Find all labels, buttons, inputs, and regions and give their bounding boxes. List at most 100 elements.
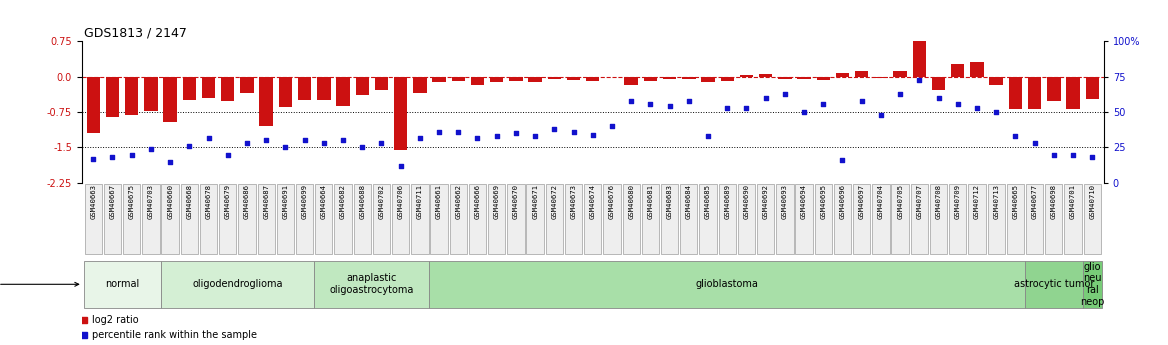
- Text: GSM40703: GSM40703: [148, 184, 154, 219]
- Point: [1083, 155, 1101, 160]
- Bar: [259, 77, 273, 126]
- Bar: [336, 77, 349, 106]
- Point: [583, 132, 603, 138]
- Point: [410, 135, 429, 140]
- Text: GSM40695: GSM40695: [820, 184, 826, 219]
- FancyBboxPatch shape: [468, 184, 486, 254]
- Text: GSM40677: GSM40677: [1031, 184, 1037, 219]
- Point: [487, 134, 506, 139]
- Bar: [528, 77, 542, 82]
- FancyBboxPatch shape: [623, 184, 640, 254]
- Text: GSM40713: GSM40713: [993, 184, 999, 219]
- FancyBboxPatch shape: [104, 184, 121, 254]
- Bar: [759, 74, 772, 77]
- Point: [526, 134, 544, 139]
- Point: [621, 98, 640, 104]
- FancyBboxPatch shape: [220, 184, 236, 254]
- Bar: [125, 77, 139, 116]
- Bar: [509, 77, 522, 80]
- Text: GSM40673: GSM40673: [570, 184, 577, 219]
- FancyBboxPatch shape: [315, 184, 333, 254]
- FancyBboxPatch shape: [334, 184, 352, 254]
- FancyBboxPatch shape: [431, 184, 447, 254]
- Bar: [86, 77, 100, 133]
- Bar: [566, 77, 580, 80]
- FancyBboxPatch shape: [738, 184, 755, 254]
- Text: GSM40670: GSM40670: [513, 184, 519, 219]
- Text: GSM40661: GSM40661: [436, 184, 442, 219]
- Text: GSM40662: GSM40662: [456, 184, 461, 219]
- Point: [698, 134, 717, 139]
- Point: [891, 91, 910, 97]
- Point: [507, 131, 526, 136]
- Text: GSM40699: GSM40699: [301, 184, 307, 219]
- Text: GSM40707: GSM40707: [917, 184, 923, 219]
- Point: [353, 145, 371, 150]
- Point: [141, 146, 160, 152]
- Bar: [413, 77, 426, 93]
- Bar: [798, 77, 811, 79]
- Point: [430, 129, 449, 135]
- Bar: [912, 35, 926, 77]
- Point: [603, 124, 621, 129]
- Text: GSM40704: GSM40704: [878, 184, 884, 219]
- Bar: [182, 77, 196, 100]
- Point: [680, 98, 698, 104]
- Bar: [1066, 77, 1079, 109]
- Text: GSM40660: GSM40660: [167, 184, 173, 219]
- FancyBboxPatch shape: [296, 184, 313, 254]
- FancyBboxPatch shape: [277, 184, 294, 254]
- Bar: [241, 77, 253, 93]
- Bar: [202, 77, 215, 98]
- FancyBboxPatch shape: [930, 184, 947, 254]
- Bar: [1028, 77, 1042, 109]
- FancyBboxPatch shape: [872, 184, 890, 254]
- Bar: [279, 77, 292, 107]
- Bar: [491, 77, 503, 82]
- Bar: [894, 71, 906, 77]
- Text: GSM40668: GSM40668: [187, 184, 193, 219]
- FancyBboxPatch shape: [392, 184, 409, 254]
- FancyBboxPatch shape: [257, 184, 274, 254]
- Point: [910, 77, 929, 82]
- Point: [718, 105, 737, 111]
- FancyBboxPatch shape: [911, 184, 929, 254]
- Bar: [471, 77, 485, 85]
- FancyBboxPatch shape: [354, 184, 371, 254]
- Point: [103, 155, 121, 160]
- Bar: [874, 77, 888, 78]
- Point: [737, 105, 756, 111]
- Bar: [701, 77, 715, 82]
- Text: disease state: disease state: [0, 279, 78, 289]
- Text: GSM40688: GSM40688: [360, 184, 366, 219]
- Bar: [644, 77, 658, 80]
- Bar: [394, 77, 408, 150]
- Bar: [855, 71, 869, 77]
- Point: [641, 101, 660, 106]
- Text: normal: normal: [105, 279, 139, 289]
- Point: [276, 145, 294, 150]
- Text: GSM40666: GSM40666: [474, 184, 480, 219]
- Point: [794, 109, 813, 115]
- Point: [161, 159, 180, 165]
- FancyBboxPatch shape: [700, 184, 717, 254]
- FancyBboxPatch shape: [1026, 184, 1043, 254]
- Point: [218, 152, 237, 157]
- Text: GSM40684: GSM40684: [686, 184, 691, 219]
- FancyBboxPatch shape: [853, 184, 870, 254]
- Bar: [816, 77, 830, 80]
- Text: GSM40665: GSM40665: [1013, 184, 1018, 219]
- FancyBboxPatch shape: [160, 261, 314, 308]
- FancyBboxPatch shape: [545, 184, 563, 254]
- Text: anaplastic
oligoastrocytoma: anaplastic oligoastrocytoma: [329, 274, 413, 295]
- Text: GSM40694: GSM40694: [801, 184, 807, 219]
- Point: [814, 101, 833, 106]
- Point: [257, 138, 276, 143]
- Text: GSM40685: GSM40685: [705, 184, 711, 219]
- Point: [123, 152, 141, 157]
- Text: GSM40672: GSM40672: [551, 184, 557, 219]
- Text: GSM40706: GSM40706: [397, 184, 404, 219]
- Point: [1044, 152, 1063, 157]
- FancyBboxPatch shape: [584, 184, 602, 254]
- Point: [1064, 152, 1083, 157]
